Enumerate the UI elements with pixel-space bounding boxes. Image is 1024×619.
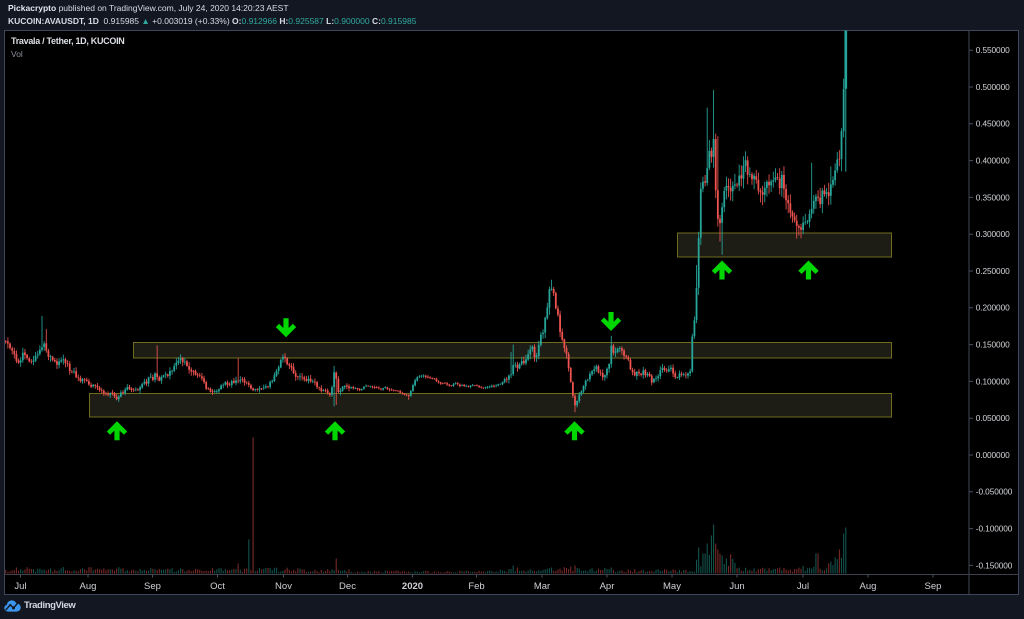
- svg-text:-0.100000: -0.100000: [976, 524, 1013, 534]
- svg-text:Sep: Sep: [144, 581, 161, 592]
- svg-text:0.150000: 0.150000: [976, 340, 1010, 350]
- svg-text:0.000000: 0.000000: [976, 450, 1010, 460]
- svg-text:0.250000: 0.250000: [976, 266, 1010, 276]
- svg-text:0.050000: 0.050000: [976, 413, 1010, 423]
- svg-text:2020: 2020: [402, 581, 423, 592]
- svg-text:Dec: Dec: [339, 581, 356, 592]
- svg-text:Mar: Mar: [534, 581, 550, 592]
- svg-text:Jul: Jul: [797, 581, 809, 592]
- svg-text:0.100000: 0.100000: [976, 376, 1010, 386]
- svg-text:-0.150000: -0.150000: [976, 560, 1013, 570]
- svg-text:May: May: [663, 581, 681, 592]
- svg-text:0.200000: 0.200000: [976, 303, 1010, 313]
- svg-text:Oct: Oct: [210, 581, 225, 592]
- svg-text:Apr: Apr: [600, 581, 615, 592]
- svg-text:0.550000: 0.550000: [976, 45, 1010, 55]
- svg-text:Nov: Nov: [275, 581, 292, 592]
- svg-text:Sep: Sep: [925, 581, 942, 592]
- svg-text:Jul: Jul: [14, 581, 26, 592]
- svg-text:0.500000: 0.500000: [976, 82, 1010, 92]
- svg-text:-0.050000: -0.050000: [976, 487, 1013, 497]
- svg-text:Aug: Aug: [860, 581, 877, 592]
- svg-text:Feb: Feb: [468, 581, 484, 592]
- svg-text:Jun: Jun: [729, 581, 744, 592]
- svg-text:0.400000: 0.400000: [976, 156, 1010, 166]
- svg-text:Aug: Aug: [80, 581, 97, 592]
- svg-text:0.300000: 0.300000: [976, 229, 1010, 239]
- svg-text:0.450000: 0.450000: [976, 119, 1010, 129]
- svg-text:0.350000: 0.350000: [976, 192, 1010, 202]
